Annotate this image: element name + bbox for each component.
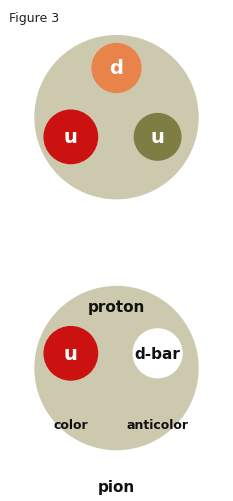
Text: d: d xyxy=(110,59,123,78)
Ellipse shape xyxy=(133,329,183,379)
Ellipse shape xyxy=(91,44,142,94)
Text: pion: pion xyxy=(98,478,135,493)
Text: Figure 3: Figure 3 xyxy=(9,13,59,26)
Text: u: u xyxy=(151,128,164,147)
Ellipse shape xyxy=(43,110,98,165)
Text: u: u xyxy=(64,344,78,363)
Ellipse shape xyxy=(134,114,182,161)
Ellipse shape xyxy=(34,36,199,200)
Ellipse shape xyxy=(34,286,199,450)
Text: d-bar: d-bar xyxy=(135,346,181,361)
Text: anticolor: anticolor xyxy=(127,418,188,431)
Text: color: color xyxy=(54,418,88,431)
Ellipse shape xyxy=(43,326,98,381)
Text: u: u xyxy=(64,128,78,147)
Text: proton: proton xyxy=(88,300,145,315)
